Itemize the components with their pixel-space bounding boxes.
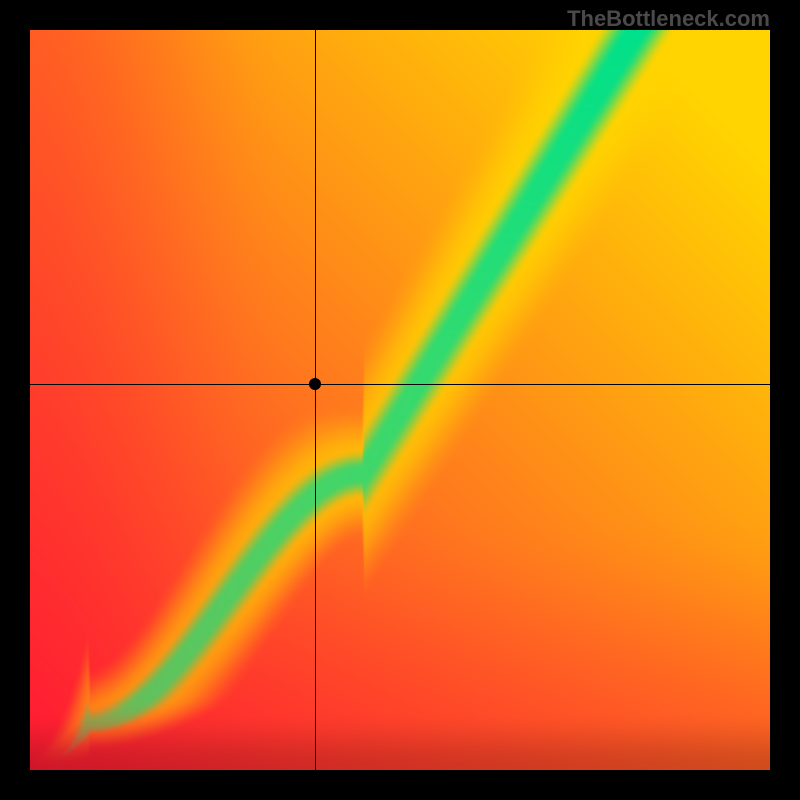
data-point-marker xyxy=(309,378,321,390)
crosshair-horizontal xyxy=(30,384,770,385)
crosshair-vertical xyxy=(315,30,316,770)
watermark-text: TheBottleneck.com xyxy=(567,6,770,32)
heatmap-plot-area xyxy=(30,30,770,770)
heatmap-canvas xyxy=(30,30,770,770)
